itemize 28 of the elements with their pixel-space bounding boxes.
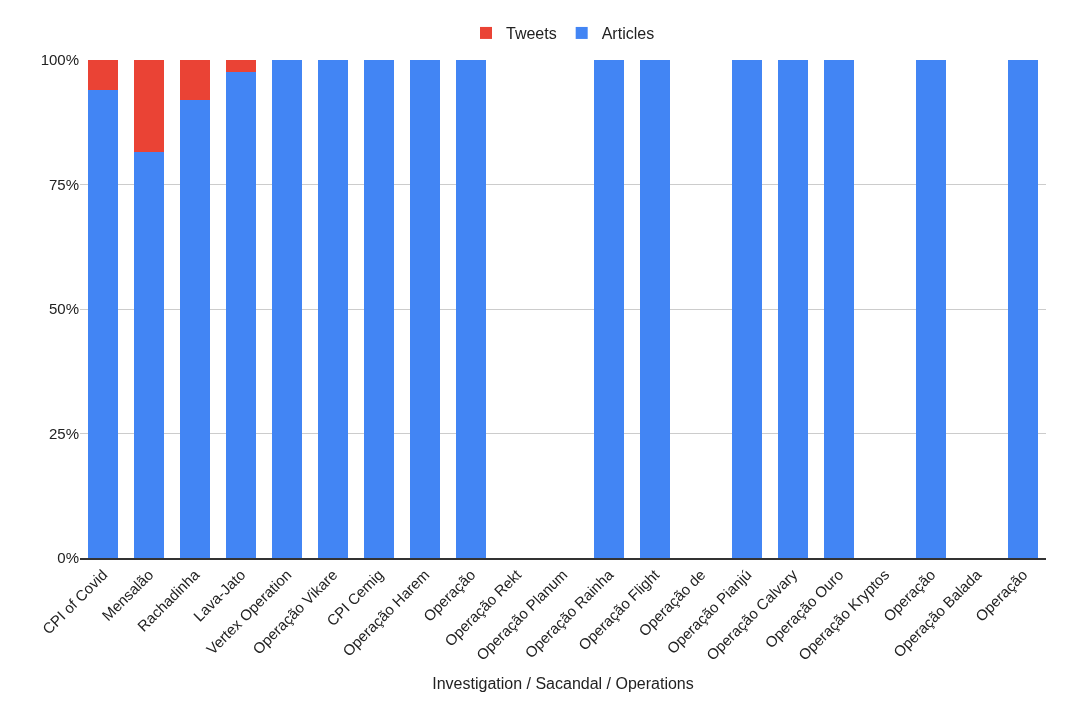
bar: [271, 60, 303, 558]
legend-label: Tweets: [506, 25, 557, 43]
bar: [225, 60, 257, 73]
bar: [777, 60, 809, 558]
y-tick-label: 50%: [48, 300, 79, 318]
bar: [179, 60, 211, 100]
bar: [639, 60, 671, 558]
bar: [317, 60, 349, 558]
bar: [87, 89, 119, 558]
bar: [133, 60, 165, 153]
bar: [225, 72, 257, 558]
y-tick-label: 25%: [48, 424, 79, 442]
bar: [363, 60, 395, 558]
x-axis-title: Investigation / Sacandal / Operations: [432, 674, 694, 692]
bar: [823, 60, 855, 558]
y-tick-label: 0%: [57, 549, 79, 567]
legend-label: Articles: [601, 25, 655, 43]
bar: [409, 60, 441, 558]
y-tick-label: 100%: [40, 51, 79, 69]
bar: [915, 60, 947, 558]
bar: [179, 99, 211, 558]
bar: [593, 60, 625, 558]
bar: [87, 60, 119, 90]
bar: [1007, 60, 1039, 558]
bar: [455, 60, 487, 558]
bar: [133, 152, 165, 558]
bar: [731, 60, 763, 558]
y-tick-label: 75%: [48, 175, 79, 193]
